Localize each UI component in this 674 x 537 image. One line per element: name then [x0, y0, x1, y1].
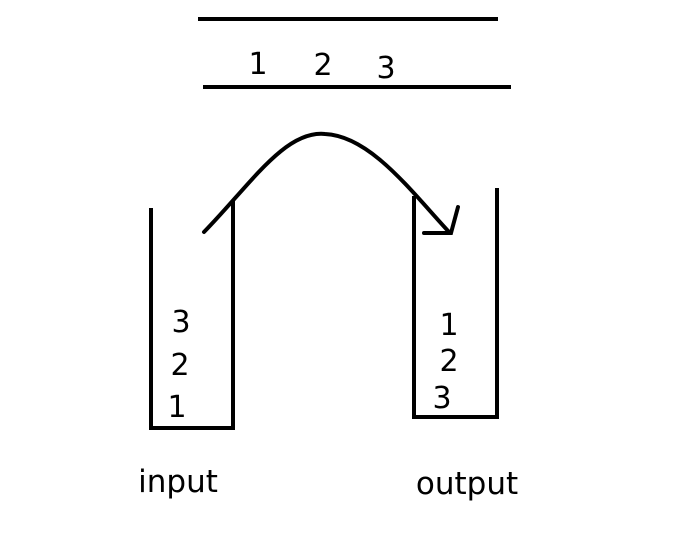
output-stack-item: 2 — [439, 344, 458, 379]
queue-item: 1 — [248, 47, 267, 82]
output-stack-label: output — [416, 466, 518, 502]
transfer-arrow-head — [422, 205, 460, 235]
input-stack-item: 2 — [170, 348, 189, 383]
input-stack-container — [149, 200, 235, 430]
input-stack-label: input — [138, 464, 218, 500]
queue-item: 3 — [376, 51, 395, 86]
output-stack-item: 1 — [439, 308, 458, 343]
input-stack-item: 3 — [171, 305, 190, 340]
output-stack-item: 3 — [432, 381, 451, 416]
queue-item: 2 — [313, 48, 332, 83]
output-stack-container — [412, 188, 499, 419]
transfer-arrow-arc — [202, 131, 451, 234]
input-stack-item: 1 — [167, 390, 186, 425]
